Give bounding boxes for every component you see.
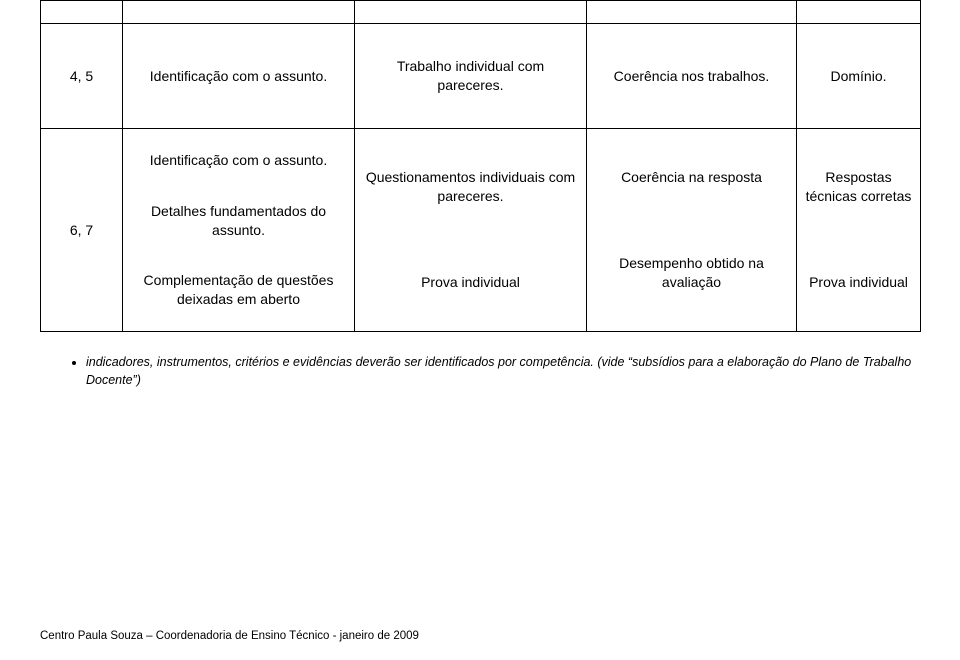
- cell-text: Trabalho individual com pareceres.: [355, 24, 587, 129]
- cell-text: Domínio.: [797, 24, 921, 129]
- cell-text: Respostas técnicas corretas: [805, 164, 912, 210]
- cell-index: 6, 7: [41, 129, 123, 332]
- cell-stack: Respostas técnicas corretas Prova indivi…: [805, 135, 912, 325]
- cell-stack: Identificação com o assunto. Detalhes fu…: [131, 135, 346, 325]
- cell-multiblock: Identificação com o assunto. Detalhes fu…: [123, 129, 355, 332]
- cell-text: Complementação de questões deixadas em a…: [131, 267, 346, 313]
- cell-empty: [355, 1, 587, 24]
- cell-empty: [587, 1, 797, 24]
- page: 4, 5 Identificação com o assunto. Trabal…: [0, 0, 960, 660]
- table-row: 4, 5 Identificação com o assunto. Trabal…: [41, 24, 921, 129]
- cell-empty: [41, 1, 123, 24]
- cell-stack: Questionamentos individuais com parecere…: [363, 135, 578, 325]
- cell-stack: Coerência na resposta Desempenho obtido …: [595, 135, 788, 325]
- cell-text: Questionamentos individuais com parecere…: [363, 164, 578, 210]
- cell-text: Prova individual: [363, 269, 578, 296]
- cell-text: Detalhes fundamentados do assunto.: [131, 198, 346, 244]
- note-text: indicadores, instrumentos, critérios e e…: [86, 354, 920, 389]
- cell-empty: [123, 1, 355, 24]
- table-row: 6, 7 Identificação com o assunto. Detalh…: [41, 129, 921, 332]
- table-row: [41, 1, 921, 24]
- note-wrap: indicadores, instrumentos, critérios e e…: [40, 354, 920, 389]
- cell-empty: [797, 1, 921, 24]
- footer-text: Centro Paula Souza – Coordenadoria de En…: [40, 630, 419, 642]
- cell-multiblock: Respostas técnicas corretas Prova indivi…: [797, 129, 921, 332]
- cell-text: Prova individual: [805, 269, 912, 296]
- cell-text: Desempenho obtido na avaliação: [595, 250, 788, 296]
- criteria-table: 4, 5 Identificação com o assunto. Trabal…: [40, 0, 921, 332]
- note-list: indicadores, instrumentos, critérios e e…: [68, 354, 920, 389]
- cell-multiblock: Coerência na resposta Desempenho obtido …: [587, 129, 797, 332]
- cell-text: Identificação com o assunto.: [131, 147, 346, 174]
- cell-text: Identificação com o assunto.: [123, 24, 355, 129]
- cell-index: 4, 5: [41, 24, 123, 129]
- cell-multiblock: Questionamentos individuais com parecere…: [355, 129, 587, 332]
- cell-text: Coerência nos trabalhos.: [587, 24, 797, 129]
- cell-text: Coerência na resposta: [595, 164, 788, 191]
